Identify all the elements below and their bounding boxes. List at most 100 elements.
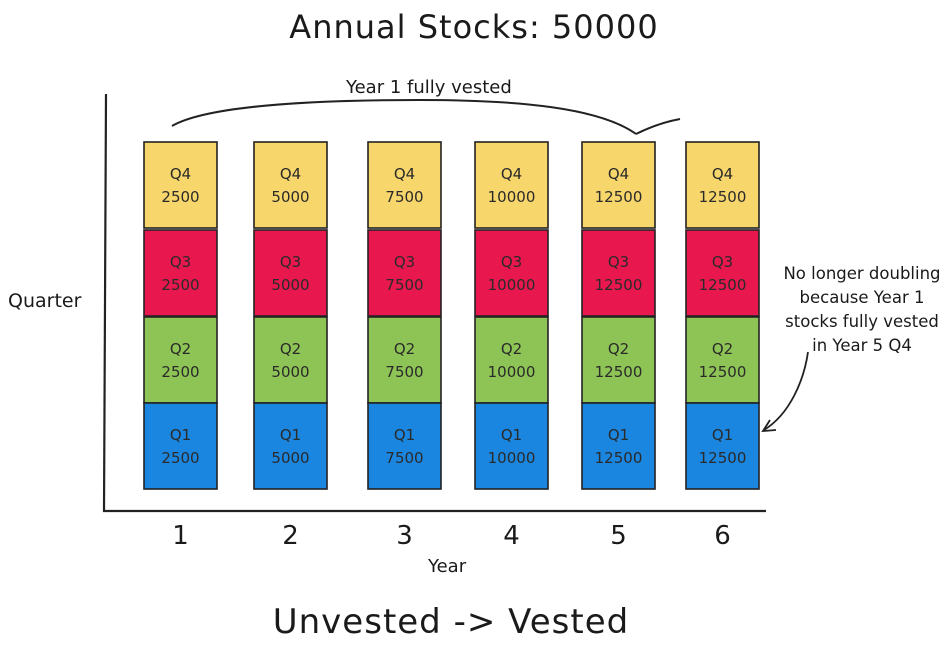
- cell-quarter-label: Q4: [712, 165, 733, 183]
- cell-value: 2500: [161, 276, 199, 294]
- cell-quarter-label: Q2: [170, 340, 191, 358]
- cell-year1-q2: Q2 2500: [143, 316, 218, 404]
- chart-title: Annual Stocks: 50000: [289, 8, 659, 46]
- cell-block: [685, 229, 760, 317]
- cell-year3-q1: Q1 7500: [367, 402, 442, 490]
- note-line: in Year 5 Q4: [812, 336, 912, 355]
- cell-year4-q2: Q2 10000: [474, 316, 549, 404]
- cell-value: 7500: [385, 188, 423, 206]
- cell-year5-q1: Q1 12500: [581, 402, 656, 490]
- cell-quarter-label: Q2: [608, 340, 629, 358]
- cell-quarter-label: Q3: [394, 253, 415, 271]
- cell-year4-q4: Q4 10000: [474, 141, 549, 229]
- cell-year3-q4: Q4 7500: [367, 141, 442, 229]
- cell-value: 12500: [595, 363, 643, 381]
- cell-quarter-label: Q4: [501, 165, 522, 183]
- cell-quarter-label: Q3: [608, 253, 629, 271]
- cell-quarter-label: Q2: [394, 340, 415, 358]
- cell-year2-q1: Q1 5000: [253, 402, 328, 490]
- cell-value: 12500: [699, 449, 747, 467]
- cell-value: 12500: [699, 188, 747, 206]
- year-tick-label: 3: [396, 521, 413, 551]
- cell-block: [474, 402, 549, 490]
- cell-block: [253, 402, 328, 490]
- cell-block: [367, 229, 442, 317]
- cell-year5-q3: Q3 12500: [581, 229, 656, 317]
- cell-block: [367, 141, 442, 229]
- cell-block: [685, 402, 760, 490]
- cell-quarter-label: Q1: [608, 426, 629, 444]
- footer-caption: Unvested -> Vested: [272, 602, 630, 642]
- cell-year5-q2: Q2 12500: [581, 316, 656, 404]
- cell-block: [581, 141, 656, 229]
- cell-year6-q1: Q1 12500: [685, 402, 760, 490]
- cell-quarter-label: Q4: [170, 165, 191, 183]
- cell-value: 5000: [271, 276, 309, 294]
- cell-block: [253, 316, 328, 404]
- cell-quarter-label: Q1: [170, 426, 191, 444]
- cell-year6-q2: Q2 12500: [685, 316, 760, 404]
- cell-quarter-label: Q1: [712, 426, 733, 444]
- cell-block: [474, 229, 549, 317]
- cell-block: [143, 229, 218, 317]
- cell-value: 10000: [488, 188, 536, 206]
- cell-value: 5000: [271, 363, 309, 381]
- cell-year2-q3: Q3 5000: [253, 229, 328, 317]
- cell-value: 5000: [271, 449, 309, 467]
- cell-value: 2500: [161, 449, 199, 467]
- year-tick-label: 6: [714, 521, 731, 551]
- cell-value: 12500: [699, 363, 747, 381]
- note-line: No longer doubling: [783, 264, 941, 283]
- cell-quarter-label: Q2: [280, 340, 301, 358]
- year-tick-label: 2: [282, 521, 299, 551]
- cell-year5-q4: Q4 12500: [581, 141, 656, 229]
- cell-value: 10000: [488, 449, 536, 467]
- cell-quarter-label: Q3: [712, 253, 733, 271]
- cell-value: 12500: [595, 449, 643, 467]
- cell-quarter-label: Q3: [280, 253, 301, 271]
- note-line: because Year 1: [799, 288, 925, 307]
- cell-quarter-label: Q4: [608, 165, 629, 183]
- note-arrow: [763, 351, 809, 431]
- brace-year1-vested: [171, 98, 681, 135]
- cell-quarter-label: Q1: [394, 426, 415, 444]
- x-axis-label: Year: [428, 556, 467, 577]
- cell-year1-q4: Q4 2500: [143, 141, 218, 229]
- year-tick-label: 1: [172, 521, 189, 551]
- year-tick-label: 5: [610, 521, 627, 551]
- cell-year1-q1: Q1 2500: [143, 402, 218, 490]
- cell-block: [581, 316, 656, 404]
- cell-quarter-label: Q3: [170, 253, 191, 271]
- cell-block: [581, 402, 656, 490]
- cell-quarter-label: Q4: [394, 165, 415, 183]
- cell-value: 12500: [699, 276, 747, 294]
- cell-value: 7500: [385, 363, 423, 381]
- cell-year2-q2: Q2 5000: [253, 316, 328, 404]
- cell-block: [253, 141, 328, 229]
- cell-year6-q3: Q3 12500: [685, 229, 760, 317]
- cell-block: [474, 316, 549, 404]
- cell-value: 2500: [161, 363, 199, 381]
- cell-block: [685, 141, 760, 229]
- cell-year4-q1: Q1 10000: [474, 402, 549, 490]
- y-axis-label: Quarter: [8, 290, 82, 312]
- cell-value: 10000: [488, 276, 536, 294]
- cell-year3-q3: Q3 7500: [367, 229, 442, 317]
- cell-value: 5000: [271, 188, 309, 206]
- cell-value: 12500: [595, 276, 643, 294]
- cell-block: [143, 402, 218, 490]
- cell-block: [143, 316, 218, 404]
- note-arrowhead: [761, 419, 777, 433]
- cell-block: [581, 229, 656, 317]
- annotation-note: No longer doubling because Year 1 stocks…: [776, 262, 948, 358]
- cell-quarter-label: Q3: [501, 253, 522, 271]
- cell-value: 7500: [385, 449, 423, 467]
- cell-block: [367, 402, 442, 490]
- cell-value: 10000: [488, 363, 536, 381]
- y-axis: [102, 93, 108, 513]
- cell-value: 7500: [385, 276, 423, 294]
- note-line: stocks fully vested: [785, 312, 939, 331]
- cell-year2-q4: Q4 5000: [253, 141, 328, 229]
- cell-block: [685, 316, 760, 404]
